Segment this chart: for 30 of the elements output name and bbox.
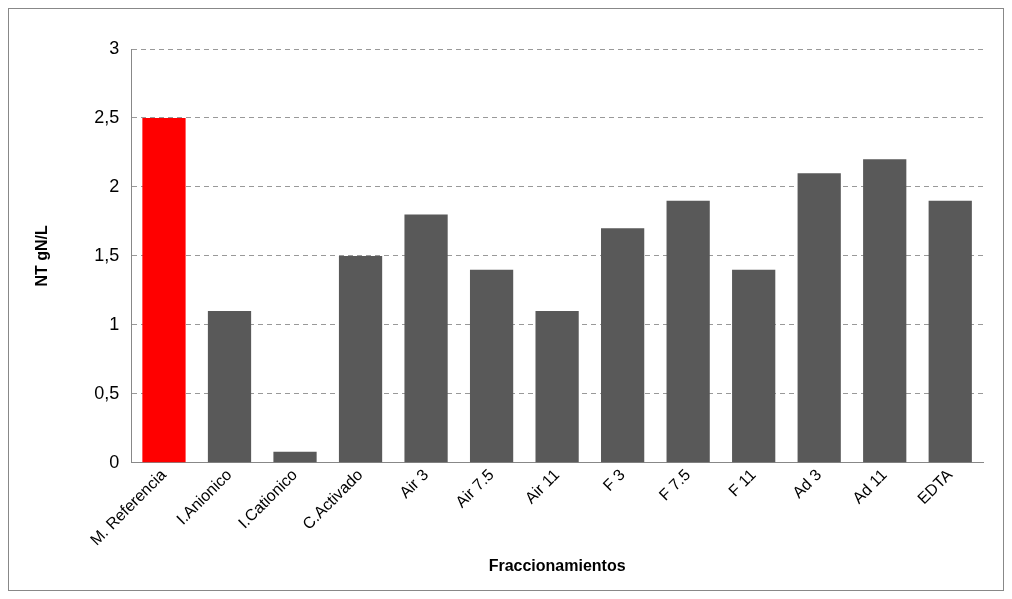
y-tick-label: 1,5 (94, 244, 120, 265)
x-tick-label: Air 3 (396, 465, 432, 502)
y-tick-label: 2 (109, 175, 120, 196)
y-tick-label: 2,5 (94, 106, 120, 127)
x-tick-label: Ad 11 (849, 465, 891, 507)
y-tick-label: 0 (109, 451, 120, 472)
x-tick-label: F 11 (725, 465, 759, 500)
bar (142, 117, 186, 463)
x-tick-label: Ad 3 (789, 465, 825, 502)
x-tick-label: Air 11 (521, 465, 563, 507)
bar (535, 311, 579, 463)
bar (338, 255, 383, 463)
bar (601, 228, 645, 463)
y-axis-title: NT gN/L (33, 225, 51, 287)
bar (469, 269, 514, 463)
bar (207, 311, 252, 463)
bar (928, 200, 972, 463)
y-tick-label: 0,5 (94, 382, 120, 403)
bar (863, 159, 907, 463)
x-tick-label: Air 7.5 (452, 465, 497, 511)
bar (732, 269, 776, 463)
y-tick-label: 3 (109, 37, 120, 58)
bar (404, 214, 448, 463)
y-tick-label: 1 (109, 313, 120, 334)
x-tick-label: F 3 (599, 465, 628, 495)
x-axis-title: Fraccionamientos (488, 556, 626, 574)
bar (666, 200, 710, 463)
bar (273, 451, 317, 463)
bar (797, 173, 841, 463)
x-tick-label: F 7.5 (655, 465, 694, 504)
